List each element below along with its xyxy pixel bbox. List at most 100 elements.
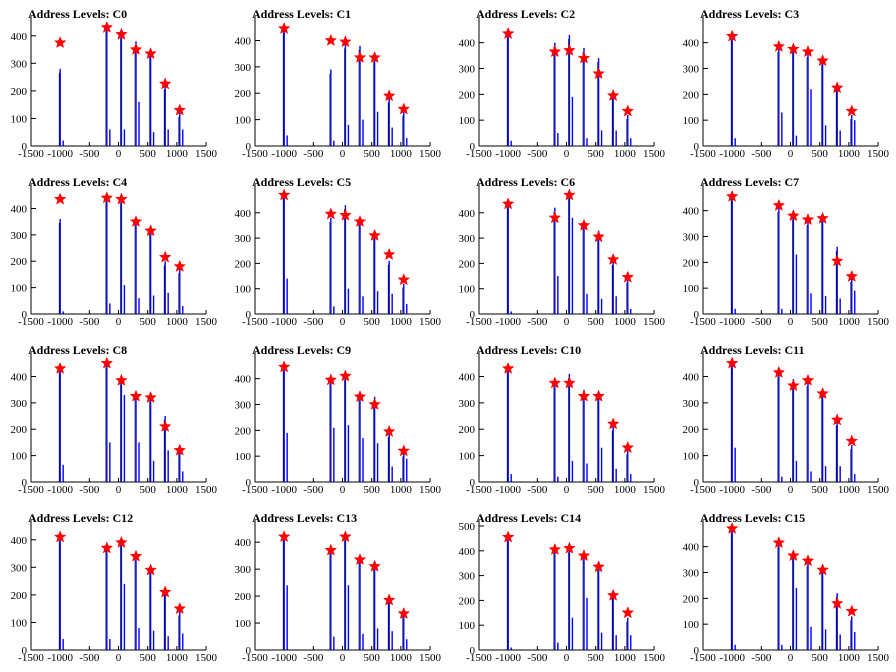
- x-tick-label: 0: [564, 484, 570, 496]
- x-tick-label: -1500: [18, 148, 44, 160]
- peak-marker: [397, 444, 411, 457]
- peak-marker: [324, 33, 338, 46]
- y-tick-label: 0: [694, 309, 700, 321]
- chart-title: Address Levels: C1: [252, 7, 351, 21]
- y-tick-label: 100: [683, 451, 700, 463]
- x-tick-label: 1500: [643, 484, 666, 496]
- y-tick-label: 400: [235, 208, 252, 220]
- peak-marker: [397, 606, 411, 620]
- peak-marker: [129, 549, 143, 562]
- x-tick-label: 500: [811, 316, 828, 328]
- peak-marker: [548, 376, 562, 389]
- x-tick-label: 1000: [390, 148, 413, 160]
- y-tick-label: 0: [246, 477, 252, 489]
- y-tick-label: 400: [11, 535, 28, 547]
- peak-marker: [787, 209, 800, 222]
- y-tick-label: 300: [11, 562, 28, 574]
- peak-marker: [173, 103, 187, 116]
- x-tick-label: 0: [788, 316, 794, 328]
- peak-marker: [339, 530, 352, 543]
- x-tick-label: 500: [139, 652, 156, 664]
- peak-marker: [563, 376, 576, 389]
- peak-marker: [368, 50, 381, 64]
- x-tick-label: 1500: [867, 484, 890, 496]
- x-tick-label: 1000: [614, 652, 637, 664]
- chart-panel: Address Levels: C14 0 100 200 300 400 500 -1500…: [459, 511, 666, 664]
- peak-marker: [772, 536, 786, 549]
- peak-marker: [563, 541, 576, 554]
- peak-marker: [368, 228, 381, 241]
- x-tick-label: -500: [303, 652, 324, 664]
- y-tick-label: 400: [235, 537, 252, 549]
- x-tick-label: 500: [587, 652, 604, 664]
- chart-title: Address Levels: C4: [28, 175, 127, 189]
- x-tick-label: -1500: [690, 652, 716, 664]
- x-tick-label: -1000: [271, 652, 297, 664]
- y-tick-label: 300: [459, 571, 476, 583]
- peak-marker: [173, 602, 187, 615]
- y-tick-label: 200: [683, 424, 700, 436]
- x-tick-label: -500: [79, 316, 100, 328]
- x-tick-label: 1500: [643, 652, 666, 664]
- x-tick-label: -1500: [18, 652, 44, 664]
- peak-marker: [725, 29, 739, 42]
- chart-title: Address Levels: C2: [476, 7, 575, 21]
- x-tick-label: -1500: [690, 148, 716, 160]
- x-tick-label: -1000: [719, 316, 745, 328]
- peak-marker: [277, 21, 291, 34]
- peak-marker: [787, 549, 800, 562]
- x-tick-label: 500: [139, 316, 156, 328]
- peak-marker: [339, 35, 352, 48]
- chart-panel: Address Levels: C7 0 100 200 300 400 -1500 -100…: [683, 175, 890, 328]
- x-tick-label: -1500: [466, 148, 492, 160]
- peak-marker: [53, 36, 67, 49]
- y-tick-label: 100: [11, 113, 28, 125]
- chart-panel: Address Levels: C11 0 100 200 300 400 -1500 -10…: [683, 343, 890, 496]
- x-tick-label: 0: [116, 316, 122, 328]
- peak-marker: [100, 20, 114, 33]
- y-tick-label: 200: [235, 591, 252, 603]
- peak-marker: [382, 89, 396, 102]
- y-tick-label: 400: [11, 31, 28, 43]
- x-tick-label: -500: [79, 484, 100, 496]
- peak-marker: [592, 67, 605, 80]
- peak-marker: [173, 443, 187, 456]
- y-tick-label: 100: [11, 451, 28, 463]
- x-tick-label: -500: [527, 484, 548, 496]
- x-tick-label: 500: [363, 652, 380, 664]
- chart-panel: Address Levels: C0 0 100 200 300 400 -1500 -100…: [11, 7, 218, 160]
- y-tick-label: 200: [11, 424, 28, 436]
- y-tick-label: 0: [22, 645, 28, 657]
- peak-marker: [353, 390, 367, 403]
- x-tick-label: -1500: [466, 484, 492, 496]
- x-tick-label: 1500: [419, 484, 442, 496]
- x-tick-label: 500: [363, 484, 380, 496]
- x-tick-label: 1000: [166, 652, 189, 664]
- y-tick-label: 100: [11, 283, 28, 295]
- x-tick-label: -1000: [271, 148, 297, 160]
- peak-marker: [53, 192, 67, 205]
- y-tick-label: 0: [470, 477, 476, 489]
- peak-marker: [501, 26, 515, 40]
- y-tick-label: 300: [11, 398, 28, 410]
- x-tick-label: 0: [788, 148, 794, 160]
- peak-marker: [53, 530, 67, 543]
- peak-marker: [501, 530, 515, 543]
- peak-marker: [621, 606, 635, 619]
- chart-panel: Address Levels: C6 0 100 200 300 400 -1500 -100…: [459, 175, 666, 328]
- peak-marker: [158, 250, 172, 263]
- chart-title: Address Levels: C5: [252, 175, 351, 189]
- y-tick-label: 200: [459, 595, 476, 607]
- y-tick-label: 0: [246, 645, 252, 657]
- y-tick-label: 400: [235, 35, 252, 47]
- y-tick-label: 400: [11, 203, 28, 215]
- chart-panel: Address Levels: C13 0 100 200 300 400 -1500 -10…: [235, 511, 442, 664]
- peak-marker: [801, 213, 815, 226]
- y-tick-label: 400: [459, 371, 476, 383]
- peak-marker: [548, 542, 562, 555]
- x-tick-label: 1500: [195, 652, 218, 664]
- peak-marker: [158, 585, 172, 598]
- x-tick-label: 500: [587, 148, 604, 160]
- chart-panel: Address Levels: C9 0 100 200 300 400 -1500 -100…: [235, 343, 442, 496]
- peak-marker: [621, 270, 635, 283]
